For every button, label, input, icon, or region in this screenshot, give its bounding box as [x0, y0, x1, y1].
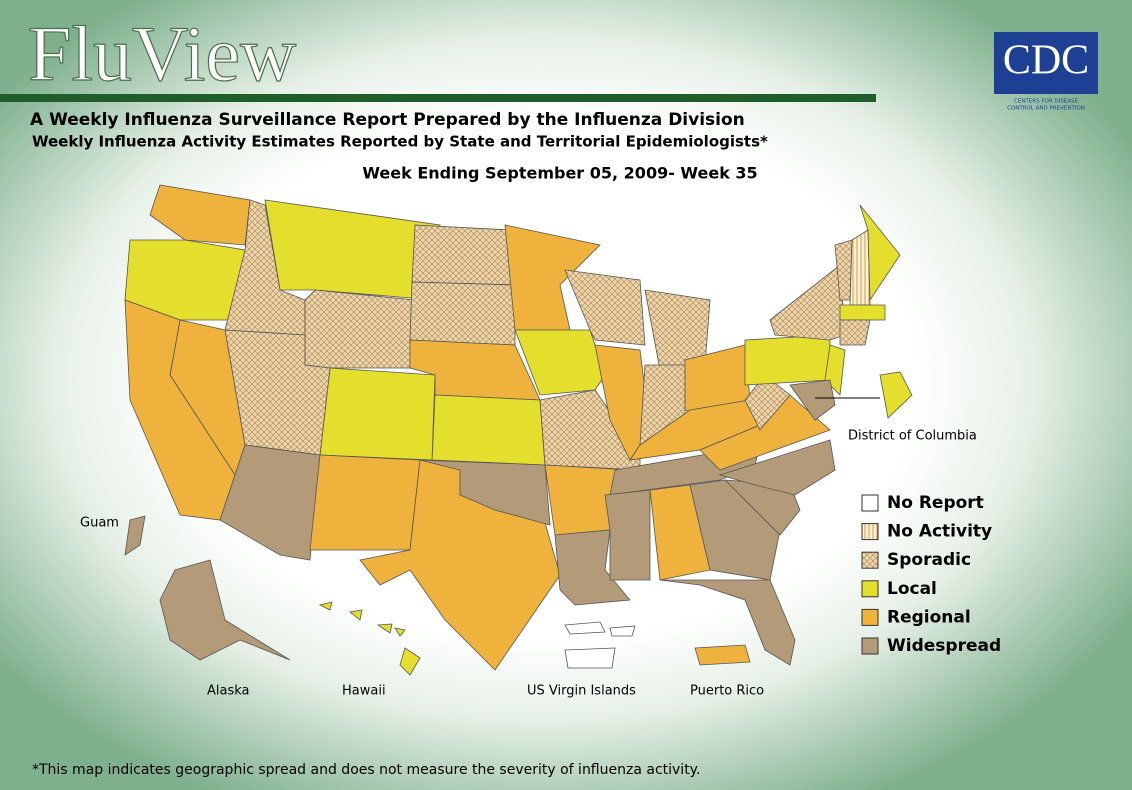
region — [304, 289, 416, 369]
region — [399, 647, 421, 676]
region — [689, 479, 781, 581]
legend-swatch — [861, 608, 879, 626]
region — [504, 224, 601, 331]
title: FluView — [28, 10, 296, 97]
region — [879, 371, 913, 419]
legend-label: Sporadic — [887, 550, 971, 570]
region — [149, 184, 251, 246]
region — [431, 394, 546, 466]
region — [604, 489, 651, 581]
region — [514, 329, 606, 396]
dc-label: District of Columbia — [848, 429, 977, 444]
legend: No Report No Activity Sporadic Local Regiona… — [861, 493, 1001, 656]
usvi-label: US Virgin Islands — [527, 684, 636, 699]
legend-label: Regional — [887, 607, 971, 627]
region — [839, 319, 871, 346]
region — [564, 621, 606, 635]
region — [159, 559, 291, 661]
region — [394, 627, 406, 637]
logo-mark: CDC — [1003, 38, 1089, 84]
states — [124, 184, 913, 676]
region — [789, 379, 836, 421]
footnote: *This map indicates geographic spread an… — [32, 762, 700, 778]
legend-swatch — [861, 637, 879, 655]
legend-swatch — [861, 580, 879, 598]
legend-label: Widespread — [887, 636, 1001, 656]
logo-box — [994, 32, 1098, 94]
legend-label: No Report — [887, 493, 984, 513]
region — [564, 269, 646, 346]
rule — [0, 94, 876, 102]
region — [411, 224, 516, 286]
week: Week Ending September 05, 2009- Week 35 — [362, 164, 757, 183]
region — [859, 204, 901, 302]
region — [564, 647, 616, 669]
region — [376, 623, 393, 634]
region — [309, 454, 421, 551]
legend-label: No Activity — [887, 522, 992, 542]
pr-label: Puerto Rico — [690, 684, 764, 699]
region — [319, 367, 436, 461]
logo-tagline: CONTROL AND PREVENTION — [1007, 106, 1085, 112]
region — [124, 515, 146, 556]
guam-label: Guam — [80, 516, 119, 531]
region — [744, 334, 831, 386]
subtitle2: Weekly Influenza Activity Estimates Repo… — [32, 133, 768, 151]
legend-swatch — [861, 551, 879, 569]
region — [718, 439, 836, 496]
region — [349, 609, 363, 621]
region — [409, 281, 516, 346]
region — [769, 264, 846, 341]
region — [609, 625, 636, 637]
region — [659, 579, 796, 666]
subtitle: A Weekly Influenza Surveillance Report P… — [30, 110, 745, 130]
region — [849, 229, 871, 306]
region — [318, 601, 333, 611]
alaska-label: Alaska — [207, 684, 250, 699]
legend-swatch — [861, 523, 879, 541]
legend-swatch — [861, 494, 879, 512]
region — [694, 644, 751, 666]
legend-label: Local — [887, 579, 937, 599]
hawaii-label: Hawaii — [342, 684, 386, 699]
region — [539, 389, 641, 471]
region — [839, 304, 886, 321]
region — [264, 199, 441, 301]
logo-tagline: CENTERS FOR DISEASE — [1014, 99, 1078, 105]
